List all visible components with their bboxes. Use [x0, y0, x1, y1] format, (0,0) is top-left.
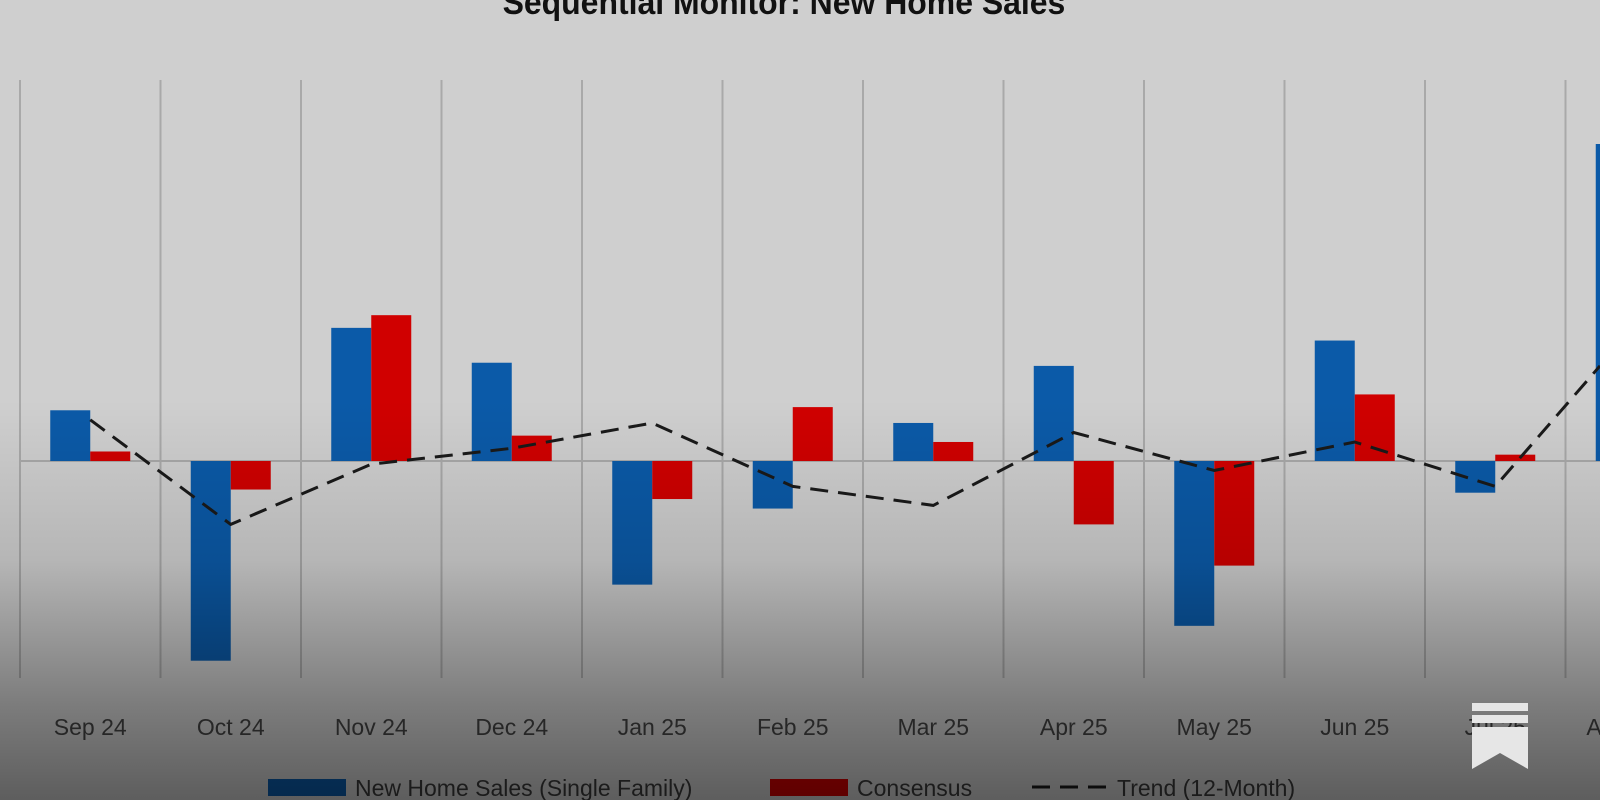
bar-consensus-1	[90, 451, 131, 461]
bar-consensus-6	[792, 407, 833, 461]
bar-new-home-sales-9	[1174, 461, 1215, 626]
legend-label-consensus: Consensus	[857, 775, 972, 800]
x-tick-label: Oct 24	[197, 714, 265, 740]
x-tick-label: Nov 24	[335, 714, 408, 740]
bar-series	[50, 144, 1600, 661]
legend-swatch-consensus	[770, 779, 848, 796]
legend-swatch-new-home-sales	[268, 779, 346, 796]
bar-consensus-10	[1354, 394, 1395, 461]
bar-new-home-sales-7	[893, 422, 934, 461]
legend-label-new-home-sales: New Home Sales (Single Family)	[355, 775, 692, 800]
legend: New Home Sales (Single Family) Consensus…	[268, 775, 1295, 800]
bar-new-home-sales-12	[1595, 144, 1600, 461]
chart-title: Sequential Monitor: New Home Sales	[503, 0, 1066, 21]
x-tick-label: A	[1586, 714, 1600, 740]
bar-consensus-5	[652, 461, 693, 500]
x-tick-label: May 25	[1177, 714, 1252, 740]
x-tick-label: Feb 25	[757, 714, 829, 740]
bar-consensus-4	[511, 435, 552, 461]
x-tick-label: Dec 24	[475, 714, 548, 740]
bar-consensus-8	[1073, 461, 1114, 525]
x-tick-label: Apr 25	[1040, 714, 1108, 740]
bar-consensus-11	[1495, 454, 1536, 461]
bar-new-home-sales-2	[190, 461, 231, 661]
x-tick-label: Sep 24	[54, 714, 127, 740]
bar-new-home-sales-8	[1033, 365, 1074, 461]
bar-new-home-sales-5	[612, 461, 653, 585]
bar-consensus-7	[933, 441, 974, 461]
x-tick-label: Jun 25	[1320, 714, 1389, 740]
bar-consensus-2	[230, 461, 271, 490]
bar-consensus-3	[371, 315, 412, 461]
vertical-gridlines	[19, 80, 1567, 678]
x-tick-label: Jan 25	[618, 714, 687, 740]
bookmark-icon	[1472, 703, 1528, 769]
legend-label-trend: Trend (12-Month)	[1117, 775, 1295, 800]
bar-new-home-sales-3	[331, 327, 372, 461]
bar-new-home-sales-4	[471, 362, 512, 461]
x-tick-label: Mar 25	[897, 714, 969, 740]
bar-consensus-9	[1214, 461, 1255, 566]
x-axis-labels: Sep 24 Oct 24 Nov 24 Dec 24 Jan 25 Feb 25 Mar …	[54, 714, 1600, 740]
bar-new-home-sales-1	[50, 410, 91, 461]
